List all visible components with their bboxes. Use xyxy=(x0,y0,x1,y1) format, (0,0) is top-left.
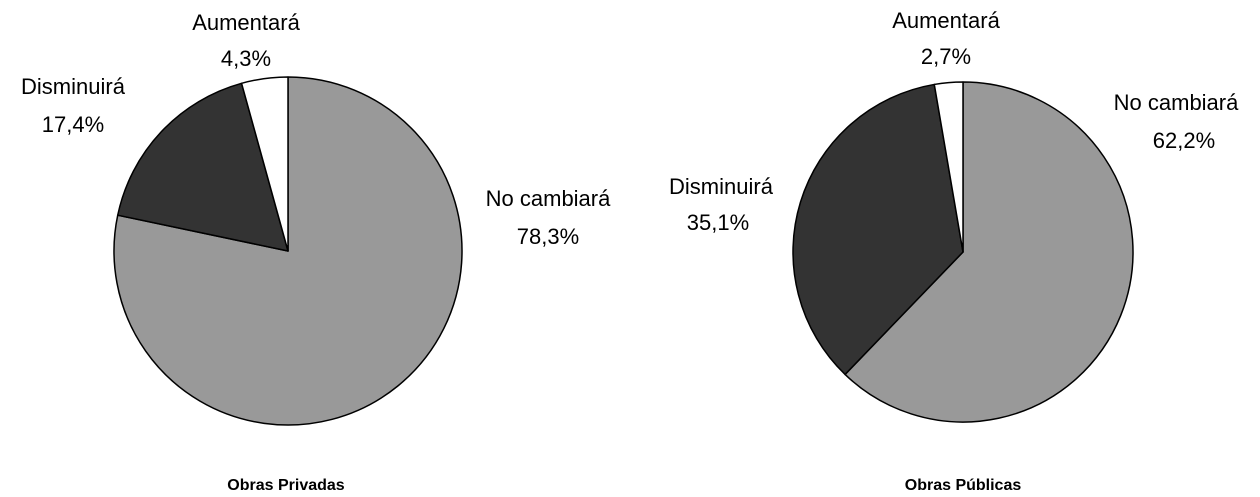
slice-label-disminuira: Disminuirá 17,4% xyxy=(21,74,126,137)
slice-label-text: Aumentará xyxy=(192,10,300,35)
pie-slice-disminuira xyxy=(116,82,289,252)
pie-slice-aumentara xyxy=(933,81,964,253)
slice-label-text: Disminuirá xyxy=(669,174,774,199)
slice-percent-text: 2,7% xyxy=(921,44,971,69)
pie-chart-obras-publicas: No cambiará 62,2% Disminuirá 35,1% Aumen… xyxy=(669,8,1239,494)
slice-label-aumentara: Aumentará 2,7% xyxy=(892,8,1000,69)
slice-percent-text: 62,2% xyxy=(1153,128,1215,153)
pie-slice-no-cambiara xyxy=(844,81,1134,423)
chart-title: Obras Privadas xyxy=(227,477,345,494)
slice-label-text: Disminuirá xyxy=(21,74,126,99)
pie-slice-aumentara xyxy=(240,76,289,252)
slice-label-text: No cambiará xyxy=(486,186,611,211)
slice-percent-text: 17,4% xyxy=(42,112,104,137)
pie-chart-obras-privadas: No cambiará 78,3% Disminuirá 17,4% Aumen… xyxy=(21,10,611,494)
slice-label-text: Aumentará xyxy=(892,8,1000,33)
slice-label-disminuira: Disminuirá 35,1% xyxy=(669,174,774,235)
chart-title: Obras Públicas xyxy=(905,477,1022,494)
slice-percent-text: 4,3% xyxy=(221,46,271,71)
slice-label-aumentara: Aumentará 4,3% xyxy=(192,10,300,71)
pie-slice-disminuira xyxy=(792,83,964,376)
slice-percent-text: 35,1% xyxy=(687,210,749,235)
slice-label-no-cambiara: No cambiará 62,2% xyxy=(1114,90,1239,153)
slice-label-text: No cambiará xyxy=(1114,90,1239,115)
slice-label-no-cambiara: No cambiará 78,3% xyxy=(486,186,611,249)
slice-percent-text: 78,3% xyxy=(517,224,579,249)
